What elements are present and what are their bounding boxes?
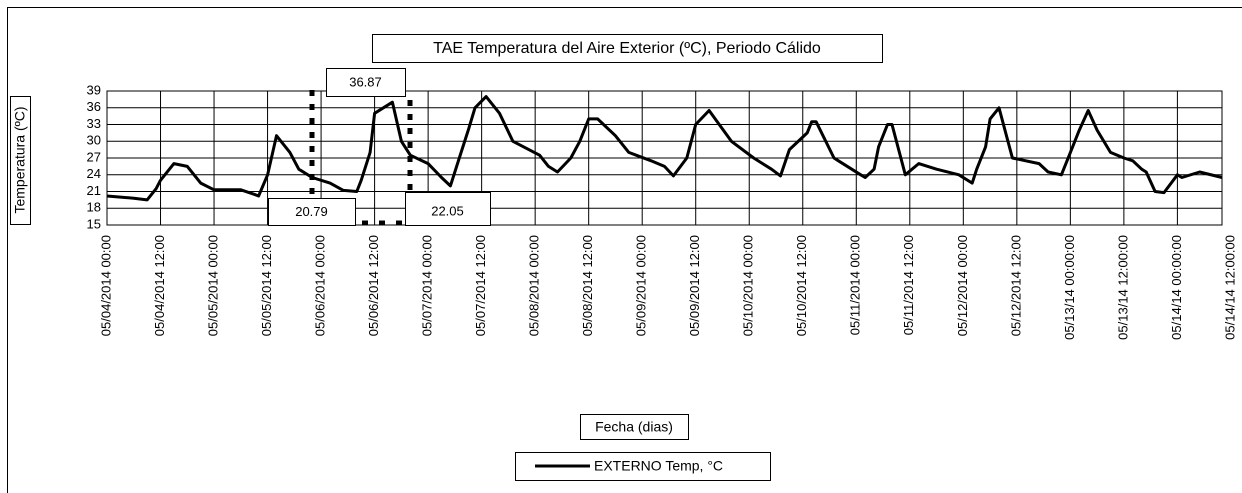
y-tick-label: 18 bbox=[87, 200, 101, 215]
y-axis-label: Temperatura (ºC) bbox=[12, 106, 28, 213]
plot-border bbox=[106, 90, 1223, 226]
y-tick-label: 39 bbox=[87, 82, 101, 97]
x-tick-label: 05/14/14 12:00:00 bbox=[1222, 235, 1237, 340]
x-tick-label: 05/14/14 00:00:00 bbox=[1169, 235, 1184, 340]
x-tick-label: 05/07/2014 12:00 bbox=[473, 235, 488, 336]
x-tick-label: 05/12/2014 12:00 bbox=[1008, 235, 1023, 336]
x-tick-label: 05/04/2014 00:00 bbox=[98, 235, 113, 336]
x-label-box bbox=[580, 414, 689, 440]
x-tick-label: 05/08/2014 12:00 bbox=[580, 235, 595, 336]
x-axis-label: Fecha (dias) bbox=[595, 419, 673, 435]
y-tick-label: 30 bbox=[87, 133, 101, 148]
x-tick-label: 05/09/2014 12:00 bbox=[687, 235, 702, 336]
y-tick-label: 27 bbox=[87, 149, 101, 164]
x-tick-label: 05/11/2014 12:00 bbox=[901, 235, 916, 335]
chart-title: TAE Temperatura del Aire Exterior (ºC), … bbox=[433, 40, 821, 57]
x-tick-label: 05/05/2014 12:00 bbox=[259, 235, 274, 336]
legend-label: EXTERNO Temp, °C bbox=[594, 458, 723, 474]
annotation-box bbox=[326, 68, 406, 97]
x-tick-label: 05/10/2014 00:00 bbox=[741, 235, 756, 336]
y-label-box bbox=[10, 96, 31, 225]
x-tick-label: 05/13/14 12:00:00 bbox=[1115, 235, 1130, 340]
annotation: 20.79 bbox=[295, 204, 328, 219]
x-tick-label: 05/11/2014 00:00 bbox=[848, 235, 863, 335]
x-tick-label: 05/08/2014 00:00 bbox=[527, 235, 542, 336]
x-tick-label: 05/06/2014 12:00 bbox=[366, 235, 381, 336]
x-tick-label: 05/12/2014 00:00 bbox=[955, 235, 970, 336]
x-tick-label: 05/06/2014 00:00 bbox=[313, 235, 328, 336]
y-tick-label: 24 bbox=[87, 166, 101, 181]
y-tick-label: 33 bbox=[87, 116, 101, 131]
x-tick-label: 05/04/2014 12:00 bbox=[152, 235, 167, 336]
x-tick-label: 05/13/14 00:00:00 bbox=[1062, 235, 1077, 340]
annotation: 22.05 bbox=[431, 203, 464, 218]
x-tick-label: 05/07/2014 00:00 bbox=[420, 235, 435, 336]
line-series bbox=[106, 95, 1223, 202]
x-tick-label: 05/05/2014 00:00 bbox=[205, 235, 220, 336]
chart-border bbox=[7, 7, 1242, 493]
annotation: 36.87 bbox=[349, 74, 382, 89]
y-tick-label: 15 bbox=[87, 216, 101, 231]
y-tick-label: 36 bbox=[87, 99, 101, 114]
y-tick-label: 21 bbox=[87, 183, 101, 198]
annotation-box bbox=[268, 198, 356, 226]
x-tick-label: 05/09/2014 00:00 bbox=[634, 235, 649, 336]
title-box bbox=[372, 34, 883, 63]
x-tick-label: 05/10/2014 12:00 bbox=[794, 235, 809, 336]
annotation-box bbox=[405, 192, 491, 226]
